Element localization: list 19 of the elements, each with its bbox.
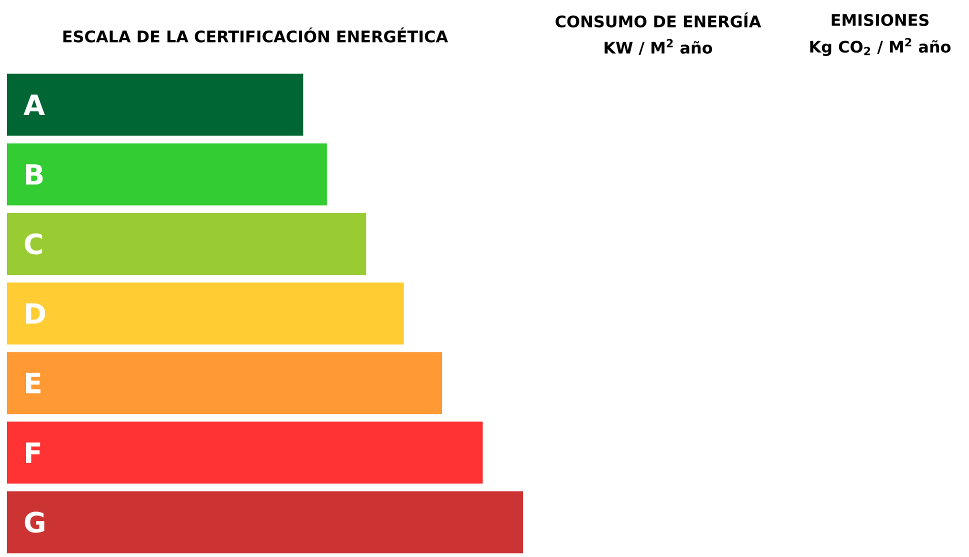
bar xyxy=(7,282,404,345)
text: CONSUMO DE ENERGÍA xyxy=(556,12,762,28)
text: KW / M$^{2}$ año xyxy=(604,39,712,56)
bar xyxy=(7,74,304,136)
bar xyxy=(7,143,327,206)
y-tick-label: E xyxy=(26,372,40,394)
text: Kg CO$_{2}$ / M$^{2}$ año xyxy=(810,38,951,56)
chart-title: ESCALA DE LA CERTIFICACIÓN ENERGÉTICA xyxy=(63,27,448,42)
y-tick-label: G xyxy=(24,512,44,533)
y-tick-label: C xyxy=(24,233,42,254)
y-tick-label: F xyxy=(26,442,40,463)
bar xyxy=(7,422,483,484)
bar xyxy=(7,352,442,414)
y-tick-label: A xyxy=(24,94,45,115)
bar xyxy=(7,212,366,275)
y-tick-label: B xyxy=(26,164,43,185)
bar xyxy=(7,491,524,554)
y-tick-label: D xyxy=(26,303,46,324)
text: EMISIONES xyxy=(832,14,929,26)
